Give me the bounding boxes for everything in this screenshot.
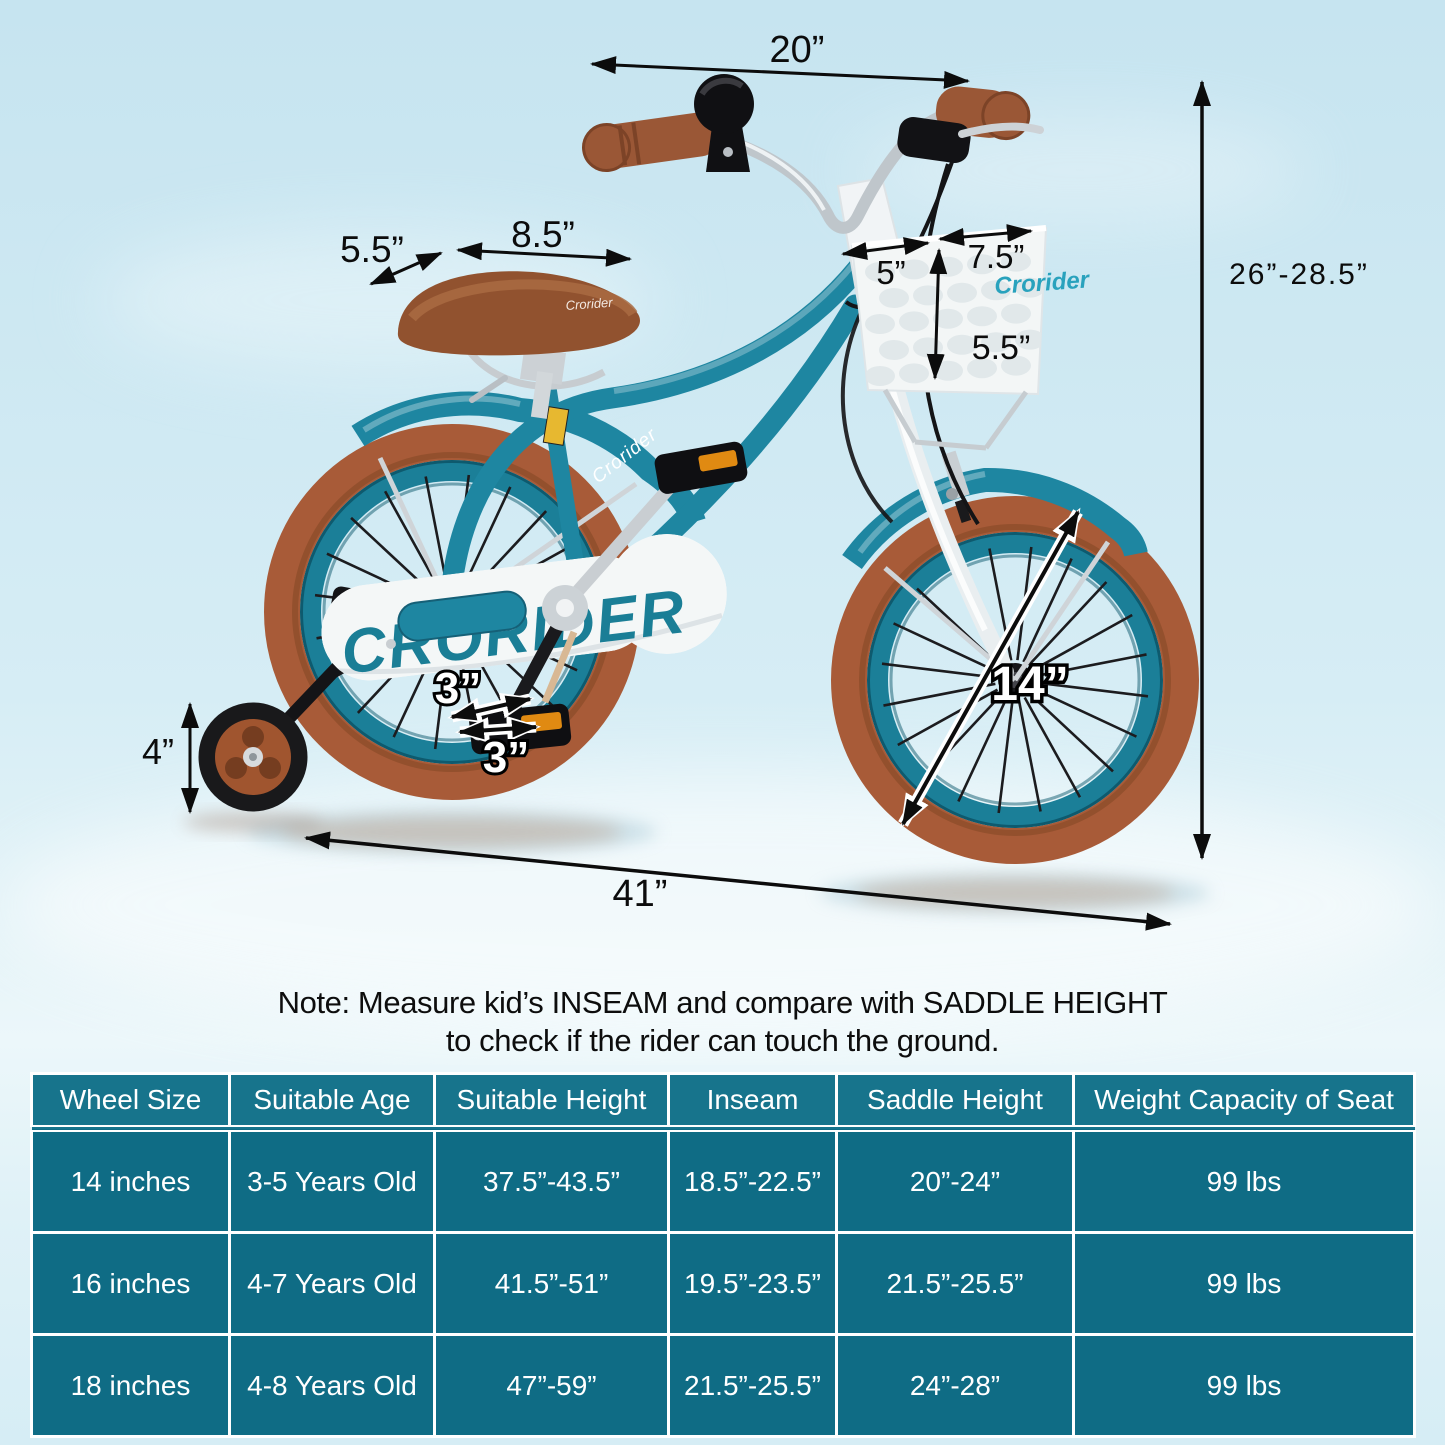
bike-bell	[694, 74, 754, 172]
brake-lever	[897, 116, 1044, 164]
table-cell: 21.5”-25.5”	[835, 1231, 1075, 1336]
upper-pedal	[654, 441, 748, 494]
table-cell: 37.5”-43.5”	[433, 1127, 670, 1234]
table-cell: 47”-59”	[433, 1333, 670, 1438]
handlebar	[582, 74, 1044, 526]
basket-logo: Crorider	[994, 266, 1092, 300]
dim-arrow-basket-depth	[841, 237, 930, 260]
table-row: 14 inches 3-5 Years Old 37.5”-43.5” 18.5…	[30, 1127, 1416, 1234]
table-cell: 18.5”-22.5”	[667, 1127, 838, 1234]
dim-label-basket-width: 7.5”	[968, 238, 1025, 275]
dim-arrow-handlebar-width	[590, 56, 970, 89]
table-header-row: Wheel Size Suitable Age Suitable Height …	[30, 1072, 1416, 1132]
dim-label-wheel-diameter: 14”	[991, 658, 1068, 711]
dim-label-saddle-length: 8.5”	[511, 214, 575, 255]
dim-label-training-wheel: 4”	[142, 731, 174, 772]
column-header-saddle-height: Saddle Height	[835, 1072, 1075, 1132]
dim-arrow-basket-width	[938, 224, 1033, 246]
table-cell: 4-7 Years Old	[228, 1231, 436, 1336]
size-chart-table: Wheel Size Suitable Age Suitable Height …	[30, 1072, 1416, 1438]
table-cell: 21.5”-25.5”	[667, 1333, 838, 1438]
dim-label-overall-height: 26”-28.5”	[1229, 258, 1369, 291]
front-basket: Crorider	[850, 225, 1092, 451]
table-cell: 14 inches	[30, 1127, 231, 1234]
table-cell: 3-5 Years Old	[228, 1127, 436, 1234]
dim-label-overall-length: 41”	[613, 873, 668, 915]
table-cell: 41.5”-51”	[433, 1231, 670, 1336]
dim-label-pedal-b: 3”	[483, 733, 529, 782]
dim-arrow-wheel-diameter	[898, 507, 1083, 829]
column-header-suitable-age: Suitable Age	[228, 1072, 436, 1132]
column-header-suitable-height: Suitable Height	[433, 1072, 670, 1132]
dim-label-basket-height: 5.5”	[972, 329, 1031, 367]
dim-arrow-overall-length	[304, 831, 1172, 931]
table-cell: 16 inches	[30, 1231, 231, 1336]
dim-arrow-pedal-a	[447, 692, 535, 724]
saddle: Crorider	[397, 271, 640, 419]
table-row: 16 inches 4-7 Years Old 41.5”-51” 19.5”-…	[30, 1231, 1416, 1336]
basket-hole-pattern	[865, 251, 1045, 386]
dim-arrow-pedal-b	[455, 715, 541, 744]
table-cell: 20”-24”	[835, 1127, 1075, 1234]
bike-dimension-diagram: CRORIDER Crorider	[2, 29, 1442, 1035]
note-line-1: Note: Measure kid’s INSEAM and compare w…	[277, 985, 1168, 1020]
dim-arrow-basket-height	[926, 248, 948, 380]
table-cell: 19.5”-23.5”	[667, 1231, 838, 1336]
dim-label-handlebar-width: 20”	[770, 29, 825, 71]
table-cell: 99 lbs	[1072, 1231, 1416, 1336]
column-header-weight-capacity: Weight Capacity of Seat	[1072, 1072, 1416, 1132]
saddle-logo: Crorider	[565, 295, 614, 313]
table-cell: 18 inches	[30, 1333, 231, 1438]
cable-loop	[840, 309, 894, 524]
column-header-wheel-size: Wheel Size	[30, 1072, 231, 1132]
dim-label-pedal-a: 3”	[435, 664, 481, 713]
dim-label-saddle-width: 5.5”	[340, 229, 404, 270]
table-cell: 99 lbs	[1072, 1127, 1416, 1234]
table-cell: 4-8 Years Old	[228, 1333, 436, 1438]
column-header-inseam: Inseam	[667, 1072, 838, 1132]
table-row: 18 inches 4-8 Years Old 47”-59” 21.5”-25…	[30, 1333, 1416, 1438]
dimension-annotations: 20” 5.5” 8.5” 5” 7.5” 5.5” 26”-28.5” 4” …	[142, 29, 1369, 931]
left-grip	[582, 112, 720, 173]
dim-arrow-saddle-width	[369, 251, 443, 286]
note-text: Note: Measure kid’s INSEAM and compare w…	[0, 984, 1445, 1060]
table-cell: 99 lbs	[1072, 1333, 1416, 1438]
dim-label-basket-depth: 5”	[876, 254, 905, 291]
dim-arrow-saddle-length	[456, 242, 632, 267]
note-line-2: to check if the rider can touch the grou…	[445, 1023, 1000, 1058]
table-cell: 24”-28”	[835, 1333, 1075, 1438]
